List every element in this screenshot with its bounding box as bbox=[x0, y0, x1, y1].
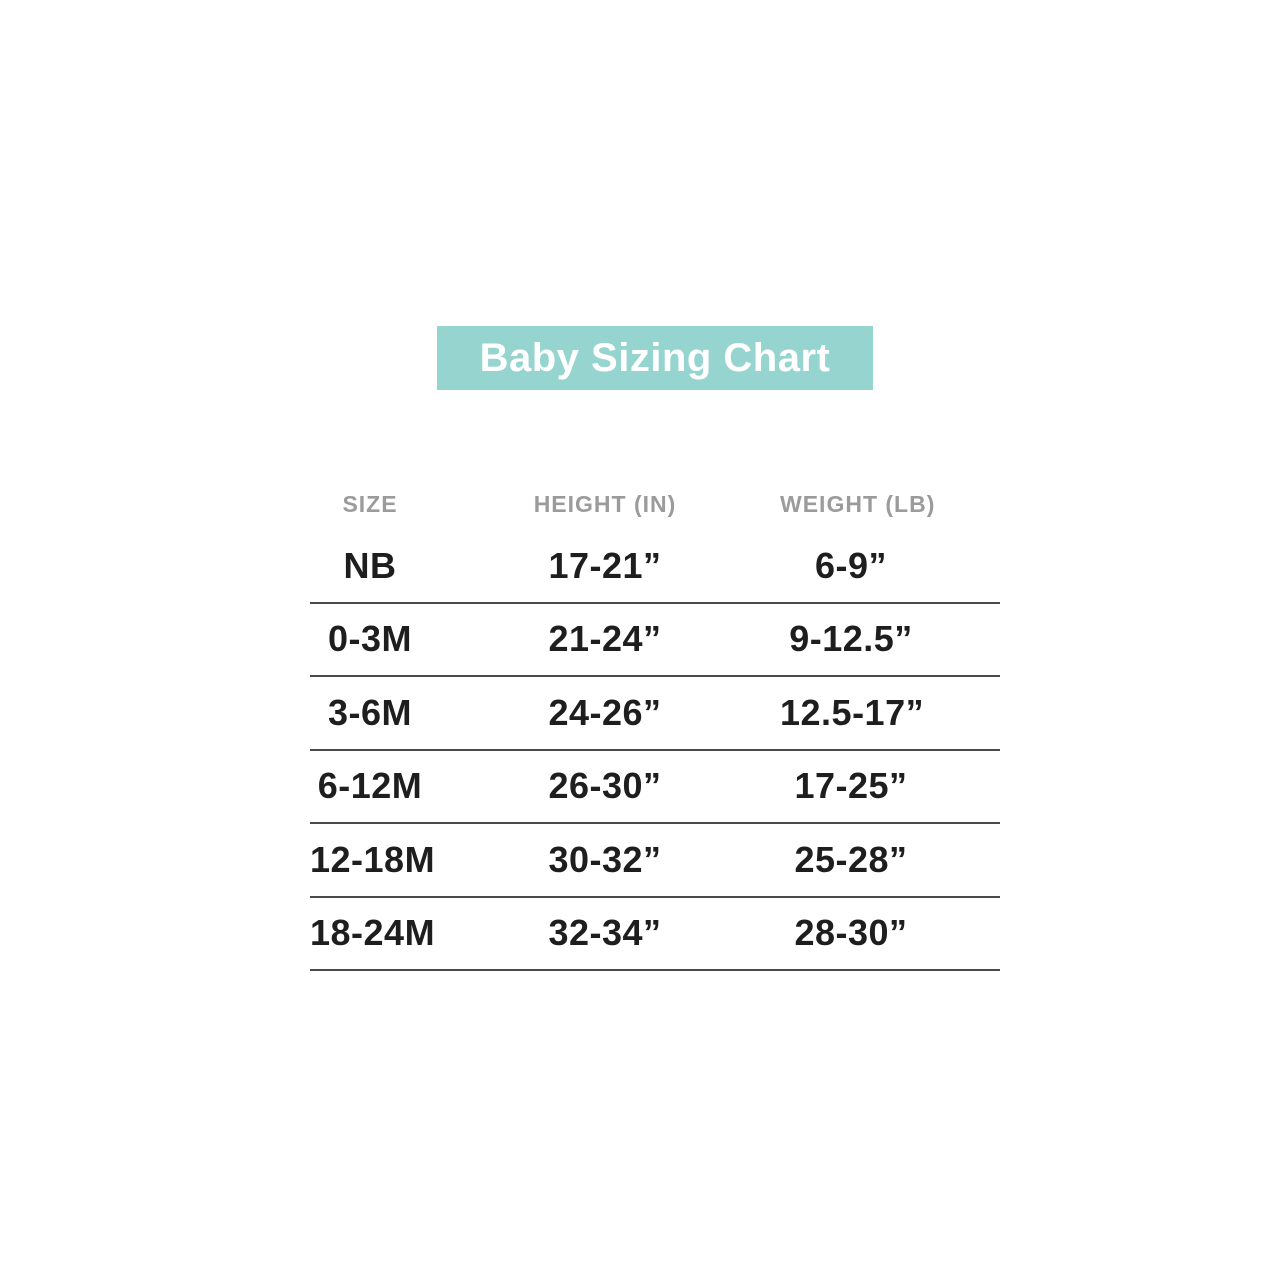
table-header-row: SIZE HEIGHT (IN) WEIGHT (LB) bbox=[310, 478, 1000, 530]
height-cell: 26-30” bbox=[548, 765, 662, 807]
size-cell: 18-24M bbox=[310, 912, 436, 954]
weight-cell: 17-25” bbox=[794, 765, 908, 807]
size-cell: 6-12M bbox=[317, 765, 423, 807]
weight-cell: 6-9” bbox=[814, 544, 888, 586]
height-cell: 21-24” bbox=[548, 618, 662, 660]
title-banner: Baby Sizing Chart bbox=[437, 326, 873, 390]
column-header-height: HEIGHT (IN) bbox=[533, 490, 677, 517]
height-cell: 24-26” bbox=[548, 691, 662, 733]
height-cell: 32-34” bbox=[548, 912, 662, 954]
size-cell: NB bbox=[343, 544, 397, 586]
table-row: NB 17-21” 6-9” bbox=[310, 530, 1000, 604]
weight-cell: 28-30” bbox=[794, 912, 908, 954]
column-header-weight: WEIGHT (LB) bbox=[780, 490, 936, 517]
table-row: 12-18M 30-32” 25-28” bbox=[310, 824, 1000, 898]
table-row: 18-24M 32-34” 28-30” bbox=[310, 898, 1000, 971]
size-cell: 0-3M bbox=[327, 618, 413, 660]
size-cell: 3-6M bbox=[327, 691, 413, 733]
page-title: Baby Sizing Chart bbox=[479, 335, 831, 380]
column-header-size: SIZE bbox=[342, 490, 398, 517]
size-cell: 12-18M bbox=[310, 838, 436, 880]
table-row: 6-12M 26-30” 17-25” bbox=[310, 751, 1000, 824]
table-row: 0-3M 21-24” 9-12.5” bbox=[310, 604, 1000, 677]
weight-cell: 9-12.5” bbox=[789, 618, 913, 660]
weight-cell: 25-28” bbox=[794, 838, 908, 880]
height-cell: 30-32” bbox=[548, 838, 662, 880]
weight-cell: 12.5-17” bbox=[780, 691, 925, 733]
table-row: 3-6M 24-26” 12.5-17” bbox=[310, 677, 1000, 751]
sizing-table: SIZE HEIGHT (IN) WEIGHT (LB) NB 17-21” 6… bbox=[310, 478, 1000, 971]
height-cell: 17-21” bbox=[548, 544, 662, 586]
